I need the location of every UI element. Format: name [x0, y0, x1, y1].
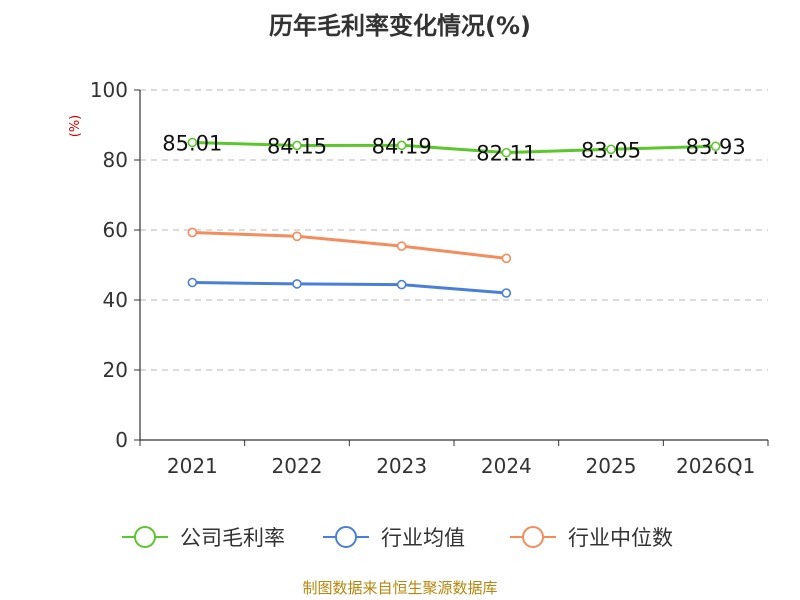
y-tick-label: 80 — [103, 148, 128, 172]
data-point — [710, 141, 721, 152]
y-tick-label: 40 — [103, 288, 128, 312]
x-tick-label: 2026Q1 — [676, 454, 755, 478]
legend: 公司毛利率 行业均值 行业中位数 — [122, 526, 673, 550]
legend-marker-2 — [522, 526, 544, 548]
axes: 0 20 40 60 80 100 2021 2022 2023 2024 2025 2026Q1 — [90, 78, 769, 478]
data-point — [292, 140, 302, 151]
legend-marker-0 — [134, 526, 156, 548]
series-line-1 — [192, 281, 507, 295]
data-label: 85.01 — [162, 131, 222, 155]
data-point — [292, 279, 302, 289]
x-tick-label: 2025 — [586, 454, 637, 478]
grid — [140, 89, 768, 371]
data-label: 83.93 — [686, 135, 746, 159]
data-label: 84.15 — [267, 134, 327, 158]
series-layer: 85.01 84.15 84.19 82.11 83.05 83.93 — [162, 131, 746, 298]
legend-label-2: 行业中位数 — [568, 526, 673, 550]
data-point — [187, 227, 198, 238]
data-label: 84.19 — [372, 134, 432, 158]
data-point — [396, 241, 407, 251]
source-note: 制图数据来自恒生聚源数据库 — [302, 579, 497, 597]
data-point — [292, 231, 302, 242]
data-point — [187, 137, 198, 148]
y-tick-label: 100 — [90, 78, 128, 102]
series-line-0 — [192, 141, 716, 155]
data-point — [501, 288, 512, 298]
x-tick-label: 2023 — [376, 454, 427, 478]
legend-label-0: 公司毛利率 — [180, 526, 285, 550]
data-point — [606, 144, 616, 155]
legend-label-1: 行业均值 — [381, 526, 465, 550]
x-tick-label: 2024 — [481, 454, 532, 478]
x-tick-label: 2021 — [167, 454, 218, 478]
y-tick-label: 0 — [115, 428, 128, 452]
y-axis-unit: (%) — [68, 115, 83, 138]
y-tick-label: 60 — [103, 218, 128, 242]
x-tick-label: 2022 — [272, 454, 323, 478]
legend-marker-1 — [335, 526, 357, 548]
chart-title: 历年毛利率变化情况(%) — [269, 12, 531, 40]
data-point — [501, 147, 512, 158]
series-line-2 — [192, 231, 507, 260]
data-point — [187, 277, 198, 288]
data-label: 83.05 — [581, 138, 641, 162]
data-point — [396, 140, 407, 151]
y-tick-label: 20 — [103, 358, 128, 382]
data-point — [501, 253, 512, 264]
data-label: 82.11 — [476, 142, 536, 166]
data-point — [396, 279, 407, 290]
